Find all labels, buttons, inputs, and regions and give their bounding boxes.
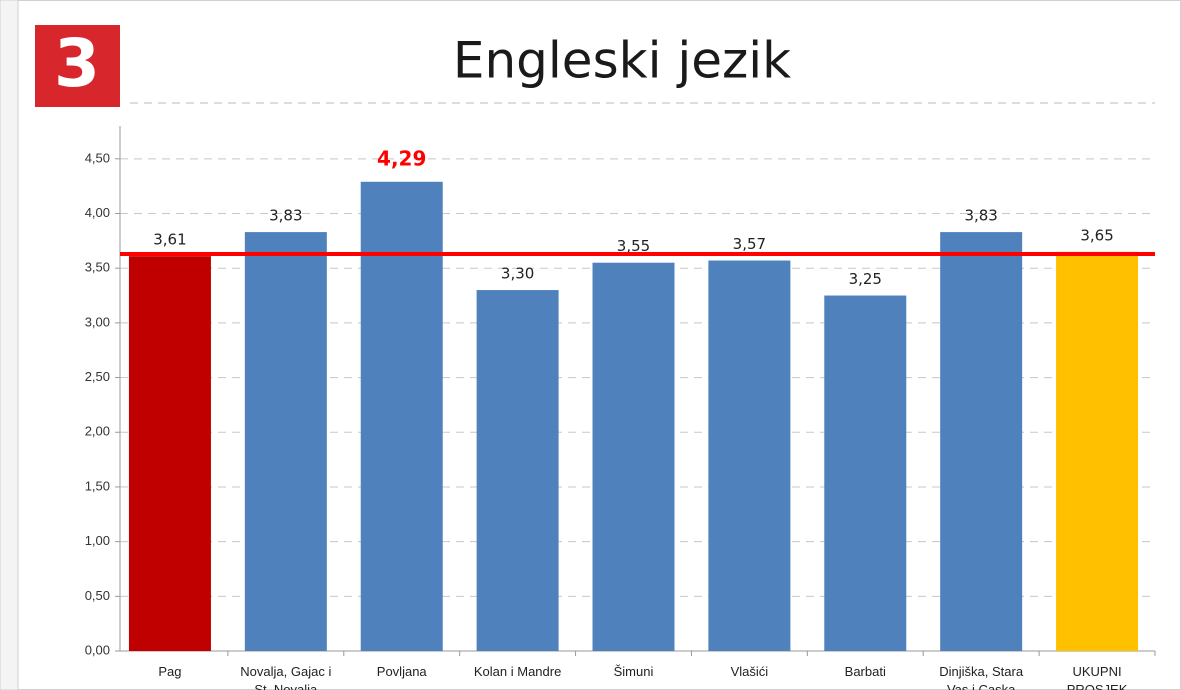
bar xyxy=(592,262,675,651)
value-label: 3,61 xyxy=(153,231,186,249)
x-tick-label: Pag xyxy=(158,664,182,679)
y-tick-label: 2,50 xyxy=(85,369,110,384)
value-label: 3,83 xyxy=(964,207,997,225)
value-label: 3,55 xyxy=(617,237,650,255)
value-label: 3,30 xyxy=(501,265,534,283)
badge xyxy=(35,25,120,107)
x-tick-label: Vlašići xyxy=(730,664,769,679)
x-tick-label: Kolan i Mandre xyxy=(473,664,562,679)
bar xyxy=(940,232,1023,651)
side-panel xyxy=(0,0,19,690)
bar xyxy=(1056,251,1139,651)
bar xyxy=(708,260,791,651)
value-label: 3,65 xyxy=(1080,226,1113,244)
badge-number: 3 xyxy=(54,25,100,102)
x-tick-label: Novalja, Gajac i St. Novalja xyxy=(240,664,332,690)
chart-title: Engleski jezik xyxy=(453,32,791,90)
x-tick-label: UKUPNI PROSJEK xyxy=(1066,664,1128,690)
y-tick-label: 4,00 xyxy=(85,205,110,220)
x-tick-label: Šimuni xyxy=(613,664,654,679)
x-tick-label: Povljana xyxy=(376,664,427,679)
bar xyxy=(128,256,211,651)
value-label: 4,29 xyxy=(377,146,426,170)
x-tick-label: Dinjiška, Stara Vas i Caska xyxy=(939,664,1024,690)
bar xyxy=(244,232,327,651)
x-tick-label: Barbati xyxy=(844,664,886,679)
y-tick-label: 0,50 xyxy=(85,588,110,603)
y-tick-label: 3,00 xyxy=(85,314,110,329)
value-label: 3,57 xyxy=(733,235,766,253)
y-tick-label: 1,50 xyxy=(85,478,110,493)
y-tick-label: 3,50 xyxy=(85,260,110,275)
y-tick-label: 2,00 xyxy=(85,424,110,439)
bar xyxy=(360,181,443,651)
y-tick-label: 0,00 xyxy=(85,642,110,657)
y-tick-label: 1,00 xyxy=(85,533,110,548)
y-tick-label: 4,50 xyxy=(85,150,110,165)
value-label: 3,25 xyxy=(849,270,882,288)
bar xyxy=(476,290,559,651)
bar xyxy=(824,295,907,651)
value-label: 3,83 xyxy=(269,207,302,225)
